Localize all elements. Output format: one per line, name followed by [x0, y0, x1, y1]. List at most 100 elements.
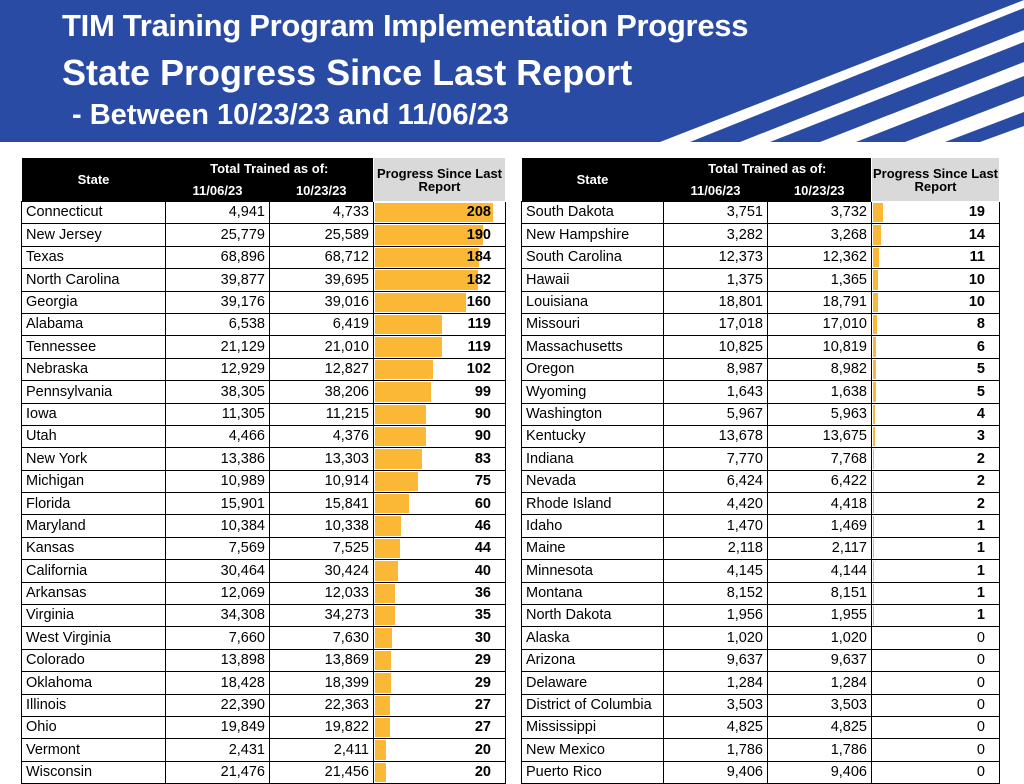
progress-value: 40: [474, 562, 491, 579]
table-row: Oklahoma 18,428 18,399 29: [21, 671, 506, 695]
total-new-cell: 10,384: [165, 514, 270, 538]
total-new-cell: 13,386: [165, 447, 270, 471]
total-new-cell: 6,538: [165, 312, 270, 337]
table-row: Florida 15,901 15,841 60: [21, 492, 506, 516]
table-row: Kentucky 13,678 13,675 3: [521, 424, 1000, 449]
progress-value: 8: [976, 316, 985, 333]
progress-cell: 20: [373, 760, 506, 784]
progress-cell: 90: [373, 402, 506, 426]
state-cell: Nebraska: [21, 357, 166, 382]
total-old-cell: 5,963: [767, 402, 872, 426]
progress-value: 1: [976, 607, 985, 624]
progress-cell: 119: [373, 312, 506, 337]
total-old-cell: 21,456: [269, 760, 374, 784]
total-trained-header: Total Trained as of:: [663, 157, 872, 180]
table-row: Rhode Island 4,420 4,418 2: [521, 492, 1000, 516]
total-new-cell: 22,390: [165, 693, 270, 717]
total-new-cell: 4,420: [663, 492, 768, 516]
progress-cell: 99: [373, 380, 506, 404]
progress-cell: 1: [871, 581, 1000, 606]
progress-value: 4: [976, 405, 985, 422]
state-cell: Alaska: [521, 626, 664, 650]
progress-bar: [873, 382, 876, 402]
state-cell: New Jersey: [21, 223, 166, 247]
table-row: Idaho 1,470 1,469 1: [521, 514, 1000, 538]
total-old-cell: 7,768: [767, 447, 872, 471]
table-row: New Jersey 25,779 25,589 190: [21, 223, 506, 247]
total-old-cell: 12,033: [269, 581, 374, 606]
progress-cell: 0: [871, 715, 1000, 740]
progress-cell: 75: [373, 469, 506, 494]
road-lines-graphic: [660, 0, 1024, 142]
state-cell: Maryland: [21, 514, 166, 538]
total-old-cell: 3,732: [767, 200, 872, 225]
progress-cell: 11: [871, 245, 1000, 270]
total-old-cell: 2,117: [767, 536, 872, 561]
progress-cell: 10: [871, 268, 1000, 292]
state-cell: South Carolina: [521, 245, 664, 270]
total-old-cell: 1,638: [767, 380, 872, 404]
right-table-body: South Dakota 3,751 3,732 19 New Hampshire 3,2…: [521, 200, 1000, 784]
table-row: Puerto Rico 9,406 9,406 0: [521, 760, 1000, 784]
state-cell: District of Columbia: [521, 693, 664, 717]
total-old-cell: 12,362: [767, 245, 872, 270]
table-row: North Dakota 1,956 1,955 1: [521, 604, 1000, 628]
progress-bar: [375, 270, 479, 290]
progress-bar: [375, 740, 387, 760]
total-old-cell: 10,914: [269, 469, 374, 494]
total-new-cell: 11,305: [165, 402, 270, 426]
table-row: Louisiana 18,801 18,791 10: [521, 290, 1000, 314]
total-old-cell: 1,786: [767, 738, 872, 762]
total-new-cell: 18,801: [663, 290, 768, 314]
progress-bar: [873, 404, 876, 424]
progress-value: 0: [976, 629, 985, 646]
state-cell: South Dakota: [521, 200, 664, 225]
progress-cell: 0: [871, 693, 1000, 717]
table-row: South Dakota 3,751 3,732 19: [521, 200, 1000, 225]
total-old-cell: 25,589: [269, 223, 374, 247]
state-cell: Vermont: [21, 738, 166, 762]
progress-cell: 5: [871, 380, 1000, 404]
total-new-cell: 19,849: [165, 715, 270, 740]
total-old-cell: 4,825: [767, 715, 872, 740]
progress-bar: [375, 695, 391, 715]
total-trained-header: Total Trained as of:: [165, 157, 374, 180]
table-row: Mississippi 4,825 4,825 0: [521, 715, 1000, 740]
table-row: Nebraska 12,929 12,827 102: [21, 357, 506, 382]
progress-cell: 1: [871, 604, 1000, 628]
date-old-header: 10/23/23: [767, 179, 872, 202]
progress-bar: [375, 628, 392, 648]
total-old-cell: 19,822: [269, 715, 374, 740]
progress-bar: [873, 583, 874, 604]
progress-bar: [375, 516, 402, 536]
table-row: Kansas 7,569 7,525 44: [21, 536, 506, 561]
progress-bar: [375, 225, 483, 245]
total-new-cell: 9,637: [663, 648, 768, 673]
progress-value: 10: [968, 294, 985, 310]
table-row: Delaware 1,284 1,284 0: [521, 671, 1000, 695]
left-progress-table: State Total Trained as of: Progress Sinc…: [21, 157, 506, 784]
table-row: Colorado 13,898 13,869 29: [21, 648, 506, 673]
table-row: Ohio 19,849 19,822 27: [21, 715, 506, 740]
progress-cell: 160: [373, 290, 506, 314]
progress-value: 102: [466, 361, 491, 378]
state-cell: Alabama: [21, 312, 166, 337]
total-new-cell: 10,825: [663, 335, 768, 359]
total-old-cell: 7,630: [269, 626, 374, 650]
progress-cell: 29: [373, 671, 506, 695]
progress-bar: [375, 561, 398, 581]
state-cell: California: [21, 559, 166, 583]
state-cell: Colorado: [21, 648, 166, 673]
progress-bar: [375, 382, 432, 402]
table-row: Montana 8,152 8,151 1: [521, 581, 1000, 606]
progress-bar: [873, 270, 879, 290]
title-banner: TIM Training Program Implementation Prog…: [0, 0, 1024, 142]
progress-cell: 30: [373, 626, 506, 650]
state-cell: Ohio: [21, 715, 166, 740]
table-row: Iowa 11,305 11,215 90: [21, 402, 506, 426]
table-row: Arizona 9,637 9,637 0: [521, 648, 1000, 673]
total-old-cell: 4,144: [767, 559, 872, 583]
state-cell: Montana: [521, 581, 664, 606]
progress-value: 119: [467, 338, 491, 355]
progress-value: 1: [976, 540, 985, 557]
